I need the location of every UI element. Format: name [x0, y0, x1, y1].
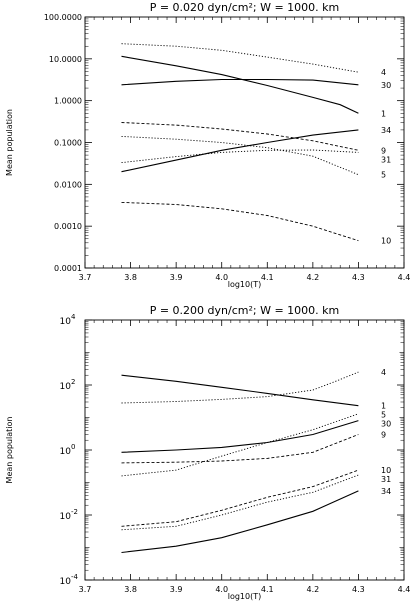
chart-1-x-tick-label: 3.9 — [170, 273, 183, 282]
chart-1-x-tick-label: 4.3 — [352, 273, 365, 282]
chart-2-series-31-line — [121, 474, 359, 531]
chart-1-y-tick-label: 0.0001 — [54, 264, 82, 273]
chart-1-series-5-label: 5 — [381, 171, 386, 180]
chart-2-x-axis-label: log10(T) — [228, 592, 262, 601]
chart-2-y-tick-exponent: -4 — [71, 573, 79, 581]
chart-2-series-4-label: 4 — [381, 368, 386, 377]
chart-1-x-tick-label: 4.0 — [215, 273, 228, 282]
chart-1-series-31-line — [121, 149, 359, 164]
chart-1-y-tick-label: 0.0100 — [54, 180, 82, 189]
chart-2-title: P = 0.200 dyn/cm²; W = 1000. km — [150, 304, 340, 317]
chart-1-series-5-line — [121, 135, 359, 176]
chart-1-series-34-line — [121, 129, 359, 173]
chart-2-x-tick-label: 4.2 — [306, 585, 319, 594]
chart-1-series-4-line — [121, 43, 359, 73]
chart-1-y-tick-label: 0.0010 — [54, 222, 82, 231]
chart-1: P = 0.020 dyn/cm²; W = 1000. km log10(T) M… — [5, 1, 410, 289]
chart-2-series-30-line — [121, 420, 359, 453]
chart-2-series-5-line — [121, 413, 359, 477]
chart-1-x-axis-label: log10(T) — [228, 280, 262, 289]
chart-2-series-9-line — [121, 434, 359, 464]
chart-1-x-tick-label: 4.2 — [306, 273, 319, 282]
chart-1-series-1-label: 1 — [381, 109, 386, 118]
chart-2-series-4-line — [121, 371, 359, 404]
chart-2-x-tick-label: 4.4 — [398, 585, 411, 594]
chart-1-title: P = 0.020 dyn/cm²; W = 1000. km — [150, 1, 340, 14]
chart-2-series-1-label: 1 — [381, 402, 386, 411]
chart-1-series-9-line — [121, 122, 359, 151]
chart-2-series-10-line — [121, 469, 359, 527]
chart-2-x-tick-label: 3.8 — [124, 585, 137, 594]
chart-1-x-tick-label: 4.1 — [261, 273, 274, 282]
chart-1-series-31-label: 31 — [381, 155, 391, 164]
chart-2-y-tick-label: 10 — [60, 512, 72, 522]
chart-1-series-4-label: 4 — [381, 68, 386, 77]
chart-1-y-tick-label: 1.0000 — [54, 97, 82, 106]
chart-2-y-tick-label: 10 — [60, 577, 72, 587]
chart-2-series-34-label: 34 — [381, 487, 391, 496]
chart-2-series-31-label: 31 — [381, 475, 391, 484]
chart-2-y-tick-label: 10 — [60, 382, 72, 392]
chart-1-x-tick-label: 3.8 — [124, 273, 137, 282]
chart-1-x-tick-label: 4.4 — [398, 273, 411, 282]
chart-1-x-tick-label: 3.7 — [79, 273, 92, 282]
chart-2-x-tick-label: 4.0 — [215, 585, 228, 594]
chart-1-series-9-label: 9 — [381, 146, 386, 155]
chart-1-series-34-label: 34 — [381, 126, 391, 135]
chart-2-y-tick-label: 10 — [60, 447, 72, 457]
chart-1-plot-frame — [84, 16, 405, 269]
chart-1-series-1-line — [121, 55, 359, 114]
chart-2: P = 0.200 dyn/cm²; W = 1000. km log10(T) M… — [5, 304, 410, 601]
chart-2-series-34-line — [121, 490, 359, 554]
chart-1-series-10-label: 10 — [381, 237, 391, 246]
chart-2-series-10-label: 10 — [381, 466, 391, 475]
chart-2-series-30-label: 30 — [381, 420, 391, 429]
chart-2-x-tick-label: 4.1 — [261, 585, 274, 594]
chart-1-y-tick-label: 10.0000 — [49, 55, 82, 64]
chart-2-series-5-label: 5 — [381, 411, 386, 420]
chart-2-plot-frame — [84, 319, 405, 581]
chart-1-series-30-label: 30 — [381, 81, 391, 90]
chart-2-y-tick-exponent: 4 — [71, 313, 76, 321]
chart-2-y-tick-exponent: -2 — [71, 508, 78, 516]
chart-1-series-30-line — [121, 78, 359, 86]
chart-1-y-tick-label: 100.0000 — [44, 13, 82, 22]
chart-2-y-tick-exponent: 2 — [71, 378, 75, 386]
chart-1-series-10-line — [121, 201, 359, 242]
chart-2-y-tick-label: 10 — [60, 317, 72, 327]
chart-2-series-1-line — [121, 374, 359, 407]
chart-2-y-axis-label: Mean population — [5, 417, 14, 484]
chart-2-x-tick-label: 3.7 — [79, 585, 92, 594]
chart-1-y-tick-label: 0.1000 — [54, 139, 82, 148]
chart-2-x-tick-label: 3.9 — [170, 585, 183, 594]
chart-2-y-tick-exponent: 0 — [71, 443, 75, 451]
chart-2-x-tick-label: 4.3 — [352, 585, 365, 594]
chart-2-series-9-label: 9 — [381, 430, 386, 439]
chart-1-y-axis-label: Mean population — [5, 109, 14, 176]
